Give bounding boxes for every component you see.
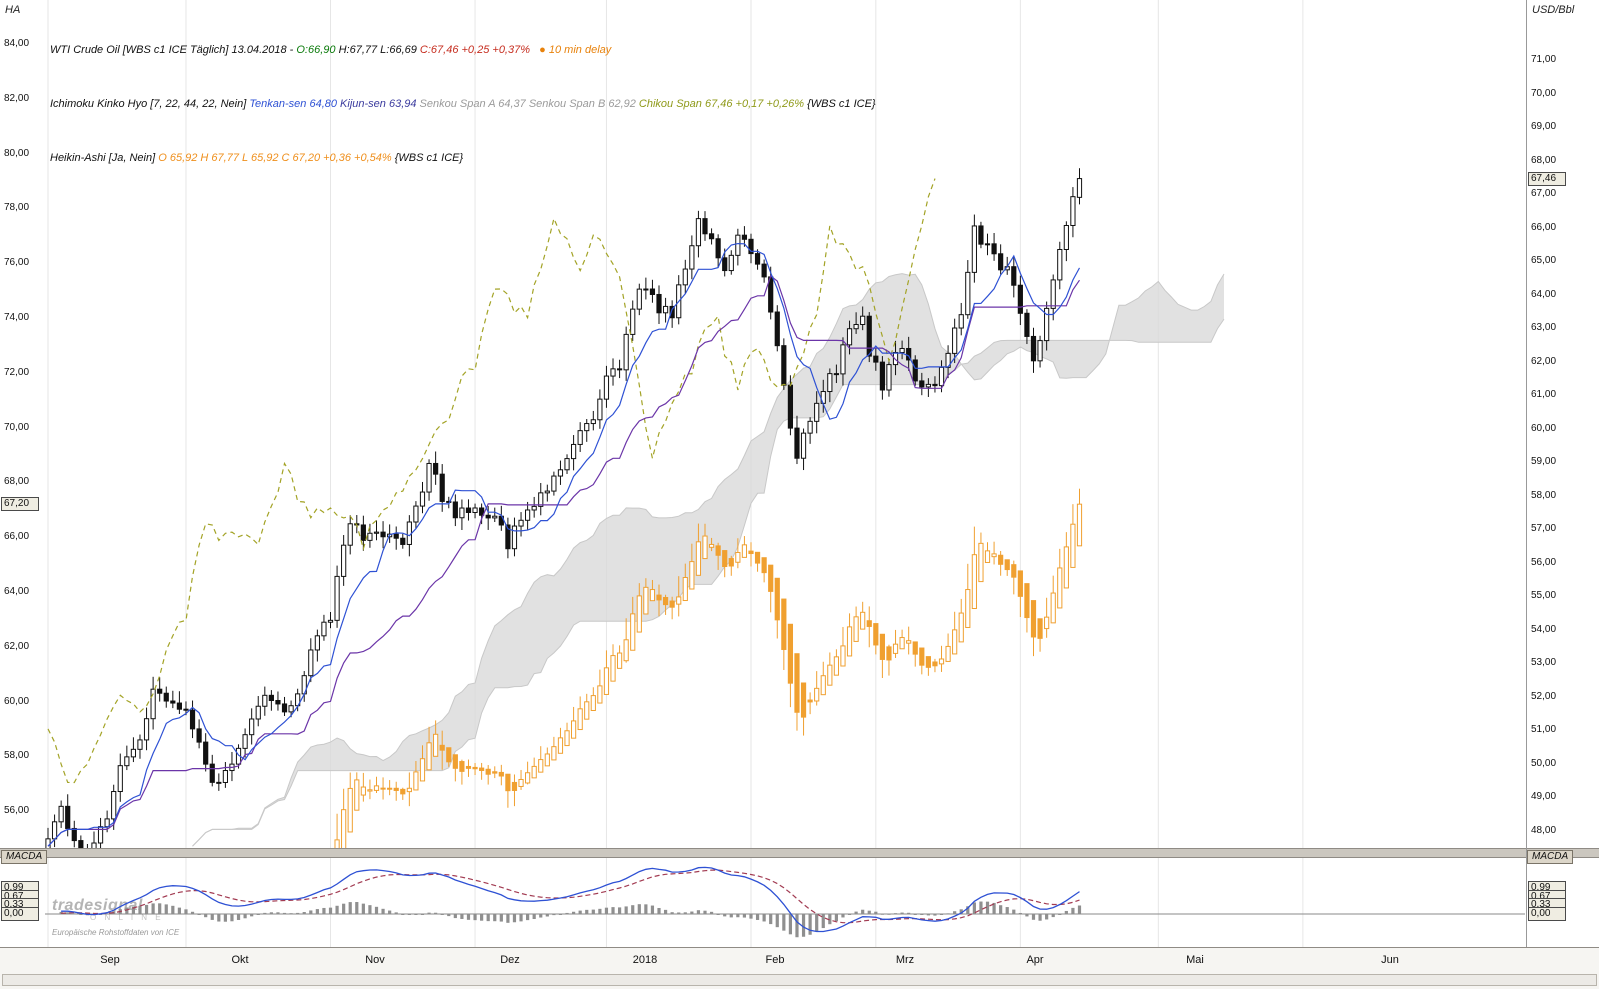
time-axis-label: 2018 — [632, 954, 658, 966]
senkou-span-b-line — [192, 318, 1225, 847]
legend-segment: Senkou Span A 64,37 — [419, 98, 529, 110]
right-axis-tick: 63,00 — [1531, 322, 1557, 333]
legend-segment: WTI Crude Oil [WBS c1 ICE Täglich] 13.04… — [50, 44, 297, 56]
right-price-axis[interactable]: USD/Bbl 71,00 70,00 69,00 68,00 67,00 66,00 65… — [1526, 0, 1599, 947]
macd-pane-label-left: MACDA — [1, 850, 48, 864]
watermark-brand-sub: O N L I N E — [90, 913, 164, 922]
right-axis-tick: 59,00 — [1531, 456, 1557, 467]
legend-segment: Chikou Span 67,46 +0,17 +0,26% — [638, 98, 808, 110]
time-axis[interactable]: Sep Okt Nov Dez 2018 Feb Mrz Apr Mai Jun — [0, 947, 1599, 989]
legend-segment: Kijun-sen 63,94 — [340, 98, 420, 110]
macd-pane-label-right: MACDA — [1527, 850, 1574, 864]
macd-pane[interactable] — [0, 858, 1525, 947]
time-axis-label: Jun — [1381, 954, 1399, 966]
right-axis-unit-label: USD/Bbl — [1532, 4, 1575, 16]
legend-segment: C:67,46 +0,25 +0,37% — [419, 44, 531, 56]
pane-divider[interactable] — [0, 848, 1599, 858]
right-axis-tick: 66,00 — [1531, 221, 1557, 233]
left-axis-tick: 74,00 — [4, 312, 30, 323]
legend-line-ichimoku[interactable]: Ichimoku Kinko Hyo [7, 22, 44, 22, Nein]… — [50, 95, 876, 113]
right-axis-tick: 62,00 — [1531, 355, 1557, 367]
last-price-marker: 67,46 — [1528, 171, 1566, 186]
heikin-ashi-close-marker: 67,20 — [1, 497, 39, 512]
left-axis-pane-label: HA — [5, 4, 21, 16]
left-axis-tick: 84,00 — [4, 38, 30, 49]
left-axis-tick: 56,00 — [4, 805, 30, 817]
legend-segment: ● 10 min delay — [530, 44, 612, 56]
left-axis-tick: 66,00 — [4, 531, 30, 543]
time-axis-label: Mrz — [895, 954, 915, 966]
chikou-span-line — [47, 178, 936, 784]
heikin-ashi-candles — [334, 488, 1083, 848]
macd-gridlines — [47, 858, 1304, 947]
right-axis-tick: 57,00 — [1531, 523, 1557, 534]
legend-segment: O 65,92 H 67,77 L 65,92 C 67,20 +0,36 +0… — [158, 152, 395, 164]
left-axis-tick: 82,00 — [4, 92, 30, 104]
left-axis-tick: 72,00 — [4, 366, 30, 378]
left-axis-tick: 80,00 — [4, 147, 30, 159]
right-axis-tick: 65,00 — [1531, 255, 1557, 266]
legend-segment: Heikin-Ashi [Ja, Nein] — [50, 152, 159, 164]
price-pane[interactable] — [0, 0, 1525, 848]
right-axis-tick: 64,00 — [1531, 288, 1557, 300]
macd-histogram — [59, 901, 1082, 938]
right-axis-tick: 70,00 — [1531, 87, 1557, 99]
left-axis-tick: 64,00 — [4, 586, 30, 597]
time-axis-label: Mai — [1186, 954, 1204, 966]
left-axis-tick: 70,00 — [4, 421, 30, 433]
legend-segment: O:66,90 — [296, 44, 339, 56]
time-axis-label: Sep — [100, 954, 120, 966]
right-axis-tick: 49,00 — [1531, 791, 1557, 802]
price-candles — [45, 168, 1083, 848]
right-axis-tick: 53,00 — [1531, 657, 1557, 668]
chart-legend[interactable]: WTI Crude Oil [WBS c1 ICE Täglich] 13.04… — [50, 5, 876, 203]
macd-line — [61, 866, 1080, 933]
time-axis-label: Dez — [500, 954, 520, 966]
time-axis-scrollbar[interactable] — [2, 974, 1597, 986]
macd-value-marker-right: 0,00 — [1528, 907, 1566, 921]
right-axis-tick: 51,00 — [1531, 724, 1557, 735]
legend-segment: {WBS c1 ICE} — [394, 152, 464, 164]
time-axis-label: Apr — [1026, 954, 1044, 966]
month-gridlines — [47, 0, 1304, 848]
right-axis-tick: 48,00 — [1531, 824, 1557, 836]
left-axis-tick: 60,00 — [4, 695, 30, 707]
legend-segment: {WBS c1 ICE} — [807, 98, 876, 110]
macd-signal-line — [61, 869, 1080, 924]
right-axis-tick: 58,00 — [1531, 489, 1557, 501]
macd-value-marker-left: 0,00 — [1, 907, 39, 921]
time-axis-label: Okt — [231, 954, 249, 966]
tenkan-sen-line — [47, 242, 1081, 847]
right-axis-tick: 55,00 — [1531, 590, 1557, 601]
right-axis-tick: 50,00 — [1531, 757, 1557, 769]
senkou-span-a-line — [192, 273, 1225, 847]
legend-line-heikin-ashi[interactable]: Heikin-Ashi [Ja, Nein] O 65,92 H 67,77 L… — [50, 149, 876, 167]
left-axis-tick: 58,00 — [4, 750, 30, 762]
time-axis-label: Feb — [765, 954, 785, 966]
right-axis-tick: 52,00 — [1531, 690, 1557, 702]
right-axis-tick: 68,00 — [1531, 154, 1557, 166]
legend-line-instrument[interactable]: WTI Crude Oil [WBS c1 ICE Täglich] 13.04… — [50, 41, 876, 59]
legend-segment: Tenkan-sen 64,80 — [249, 98, 341, 110]
legend-segment: Ichimoku Kinko Hyo [7, 22, 44, 22, Nein] — [50, 98, 250, 110]
left-axis-tick: 68,00 — [4, 476, 30, 488]
right-axis-tick: 71,00 — [1531, 54, 1557, 65]
left-axis-tick: 62,00 — [4, 640, 30, 652]
right-axis-tick: 69,00 — [1531, 121, 1557, 132]
left-axis-tick: 76,00 — [4, 257, 30, 269]
left-axis-tick: 78,00 — [4, 202, 30, 214]
right-axis-tick: 54,00 — [1531, 623, 1557, 635]
watermark-caption: Europäische Rohstoffdaten von ICE — [52, 928, 180, 937]
kijun-sen-line — [47, 274, 1080, 847]
right-axis-tick: 60,00 — [1531, 422, 1557, 434]
right-axis-tick: 56,00 — [1531, 556, 1557, 568]
right-axis-tick: 61,00 — [1531, 389, 1557, 400]
legend-segment: H:67,77 L:66,69 — [338, 44, 420, 56]
time-axis-label: Nov — [365, 954, 385, 966]
left-price-axis[interactable]: HA 84,00 82,00 80,00 78,00 76,00 74,00 72,00 70… — [0, 0, 44, 947]
ichimoku-cloud — [192, 273, 1224, 847]
legend-segment: Senkou Span B 62,92 — [528, 98, 639, 110]
right-axis-tick: 67,00 — [1531, 188, 1557, 199]
